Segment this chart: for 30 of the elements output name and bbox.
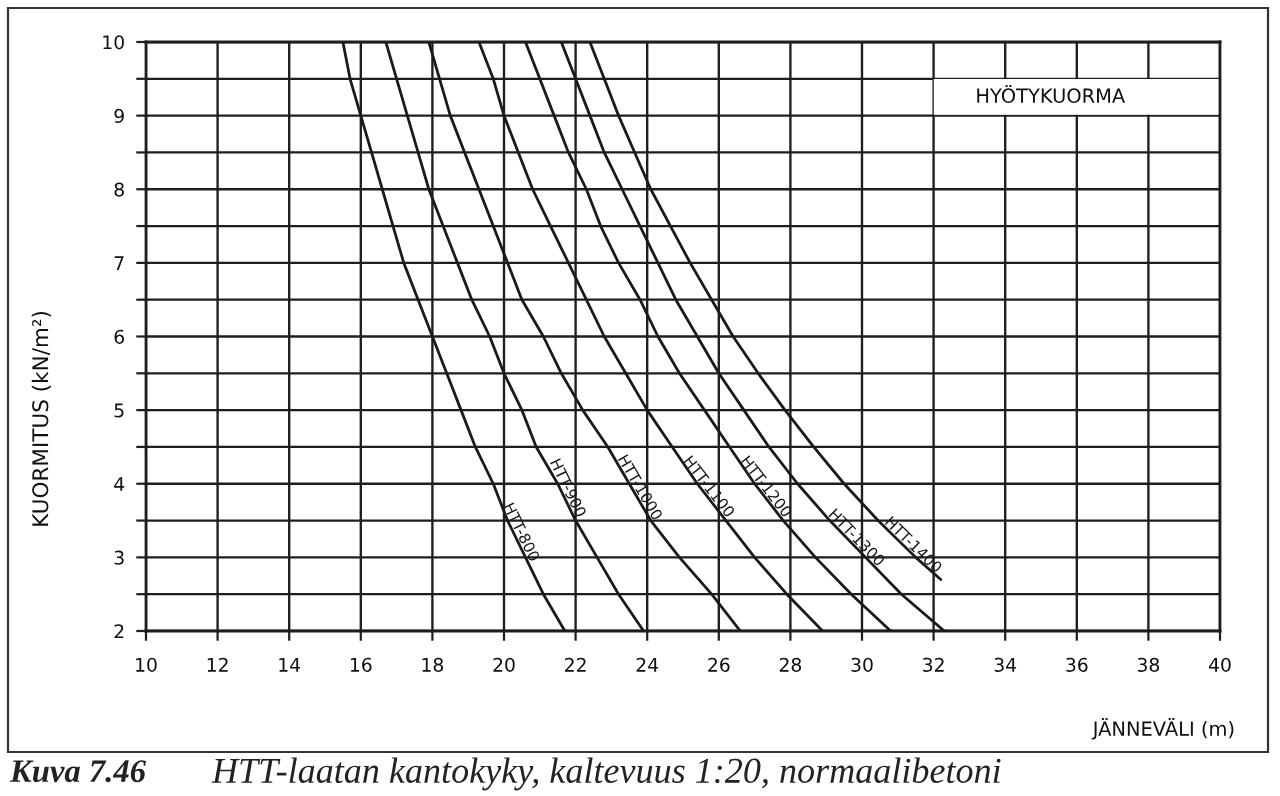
- y-tick-label: 4: [114, 477, 125, 491]
- annotation: HYÖTYKUORMA: [977, 85, 1126, 104]
- y-tick-label: 3: [114, 550, 124, 565]
- x-tick-label: 30: [851, 657, 873, 672]
- x-tick-label: 40: [1208, 657, 1231, 672]
- x-tick-label: 18: [422, 657, 444, 672]
- y-tick-label: 2: [114, 624, 124, 639]
- y-tick-label: 8: [114, 182, 124, 197]
- text: Kuva 7.46: [9, 760, 147, 783]
- x-tick-label: 32: [923, 657, 944, 672]
- x-tick-label: 14: [279, 657, 301, 672]
- x-tick-label: 10: [136, 657, 157, 672]
- x-tick-label: 36: [1066, 657, 1088, 672]
- x-tick-label: 38: [1137, 657, 1160, 672]
- y-axis-title: KUORMITUS (kN/m²): [31, 311, 51, 526]
- x-tick-label: 16: [350, 657, 372, 672]
- text: HTT-laatan kantokyky, kaltevuus 1:20, normaalibetoni: [211, 757, 1001, 791]
- y-tick-label: 6: [114, 329, 124, 344]
- y-tick-label: 9: [114, 108, 124, 124]
- y-tick-label: 10: [103, 35, 124, 50]
- y-tick-label: 5: [114, 403, 124, 418]
- x-tick-label: 28: [779, 657, 802, 672]
- x-tick-label: 12: [207, 657, 228, 672]
- x-axis-title: JÄNNEVÄLI (m): [1091, 718, 1234, 740]
- y-tick-label: 7: [114, 256, 124, 270]
- x-tick-label: 26: [708, 657, 730, 672]
- x-tick-label: 22: [565, 657, 586, 672]
- x-tick-label: 20: [493, 657, 515, 672]
- x-tick-label: 24: [636, 657, 659, 672]
- x-tick-label: 34: [994, 657, 1017, 672]
